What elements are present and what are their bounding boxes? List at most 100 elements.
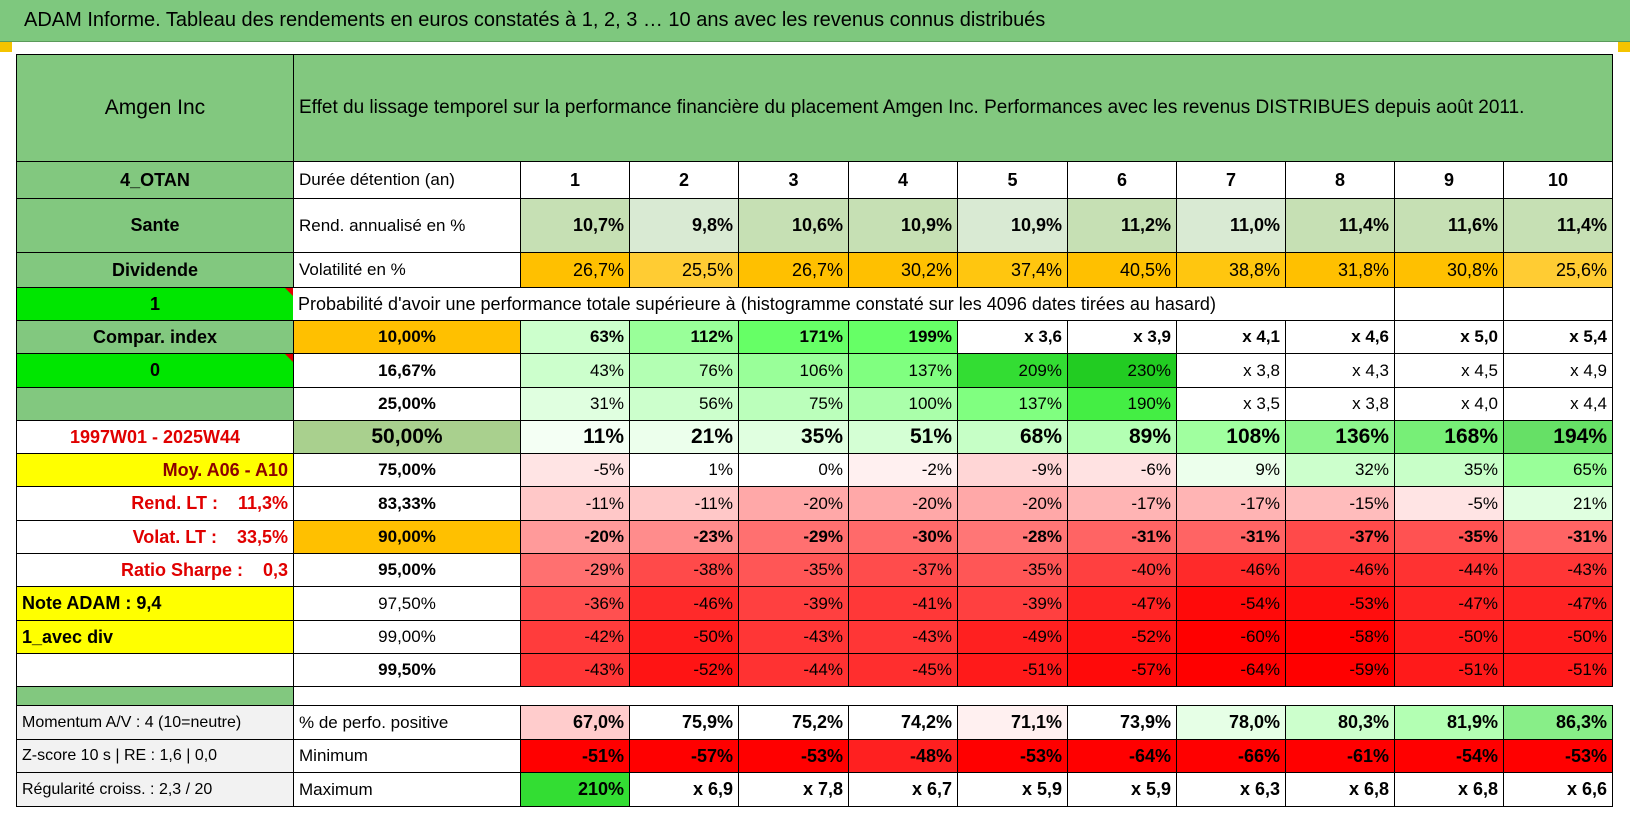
row-label — [16, 387, 294, 421]
row-label: Rend. LT : 11,3% — [16, 486, 294, 521]
value-cell: 209% — [957, 353, 1068, 388]
value-cell: -23% — [629, 520, 739, 554]
value-cell: x 7,8 — [738, 772, 849, 807]
value-cell: 1 — [520, 161, 630, 199]
row-name: Minimum — [293, 739, 521, 773]
value-cell: 0% — [738, 453, 849, 487]
value-cell: 190% — [1067, 387, 1177, 421]
row-name: 50,00% — [293, 420, 521, 454]
value-cell: 30,2% — [848, 252, 958, 288]
value-cell: -30% — [848, 520, 958, 554]
value-cell: x 6,6 — [1503, 772, 1613, 807]
value-cell: 137% — [957, 387, 1068, 421]
row-name: Volatilité en % — [293, 252, 521, 288]
row-label: Compar. index — [16, 320, 294, 354]
value-cell: -31% — [1067, 520, 1177, 554]
value-cell: 76% — [629, 353, 739, 388]
value-cell: 106% — [738, 353, 849, 388]
value-cell: -43% — [848, 620, 958, 654]
row-label: 1 — [16, 287, 294, 321]
row-name: 90,00% — [293, 520, 521, 554]
value-cell: -52% — [629, 653, 739, 687]
value-cell: 71,1% — [957, 705, 1068, 740]
value-cell: -60% — [1176, 620, 1286, 654]
row-name: 97,50% — [293, 586, 521, 621]
value-cell: 38,8% — [1176, 252, 1286, 288]
value-cell: 37,4% — [957, 252, 1068, 288]
row-name: 99,50% — [293, 653, 521, 687]
value-cell: -9% — [957, 453, 1068, 487]
value-cell: -35% — [1394, 520, 1504, 554]
value-cell: -20% — [848, 486, 958, 521]
value-cell: -64% — [1067, 739, 1177, 773]
value-cell: -51% — [520, 739, 630, 773]
value-cell: -5% — [1394, 486, 1504, 521]
value-cell: x 4,5 — [1394, 353, 1504, 388]
value-cell: -29% — [738, 520, 849, 554]
value-cell: x 6,7 — [848, 772, 958, 807]
value-cell: 11,2% — [1067, 198, 1177, 253]
value-cell: x 5,4 — [1503, 320, 1613, 354]
value-cell: -41% — [848, 586, 958, 621]
value-cell: 108% — [1176, 420, 1286, 454]
value-cell: -38% — [629, 553, 739, 587]
value-cell: x 6,8 — [1285, 772, 1395, 807]
row-label: Dividende — [16, 252, 294, 288]
row-label: Volat. LT : 33,5% — [16, 520, 294, 554]
value-cell: -28% — [957, 520, 1068, 554]
value-cell: -39% — [738, 586, 849, 621]
value-cell: x 5,0 — [1394, 320, 1504, 354]
value-cell: -57% — [629, 739, 739, 773]
value-cell: 65% — [1503, 453, 1613, 487]
value-cell: 81,9% — [1394, 705, 1504, 740]
value-cell: 11,4% — [1285, 198, 1395, 253]
value-cell: 32% — [1285, 453, 1395, 487]
value-cell: -47% — [1394, 586, 1504, 621]
value-cell: 26,7% — [738, 252, 849, 288]
empty-cell — [1503, 287, 1613, 321]
value-cell: x 3,8 — [1176, 353, 1286, 388]
value-cell: -66% — [1176, 739, 1286, 773]
value-cell: -50% — [629, 620, 739, 654]
value-cell: -54% — [1394, 739, 1504, 773]
value-cell: -61% — [1285, 739, 1395, 773]
row-name: 25,00% — [293, 387, 521, 421]
value-cell: x 3,8 — [1285, 387, 1395, 421]
value-cell: -51% — [1394, 653, 1504, 687]
value-cell: 26,7% — [520, 252, 630, 288]
value-cell: 30,8% — [1394, 252, 1504, 288]
value-cell: -31% — [1176, 520, 1286, 554]
value-cell: -45% — [848, 653, 958, 687]
value-cell: 56% — [629, 387, 739, 421]
value-cell: x 6,3 — [1176, 772, 1286, 807]
value-cell: -37% — [848, 553, 958, 587]
row-label: Momentum A/V : 4 (10=neutre) — [16, 705, 294, 740]
value-cell: -20% — [957, 486, 1068, 521]
value-cell: 3 — [738, 161, 849, 199]
value-cell: x 4,9 — [1503, 353, 1613, 388]
value-cell: -64% — [1176, 653, 1286, 687]
value-cell: -6% — [1067, 453, 1177, 487]
value-cell: 10,6% — [738, 198, 849, 253]
value-cell: -31% — [1503, 520, 1613, 554]
value-cell: 210% — [520, 772, 630, 807]
value-cell: -40% — [1067, 553, 1177, 587]
value-cell: 35% — [738, 420, 849, 454]
value-cell: -20% — [520, 520, 630, 554]
row-name: Rend. annualisé en % — [293, 198, 521, 253]
value-cell: x 5,9 — [957, 772, 1068, 807]
value-cell: -11% — [629, 486, 739, 521]
value-cell: 67,0% — [520, 705, 630, 740]
value-cell: -42% — [520, 620, 630, 654]
value-cell: x 4,6 — [1285, 320, 1395, 354]
value-cell: x 3,6 — [957, 320, 1068, 354]
value-cell: 100% — [848, 387, 958, 421]
value-cell: -48% — [848, 739, 958, 773]
value-cell: 73,9% — [1067, 705, 1177, 740]
corner-mark — [1618, 42, 1630, 52]
value-cell: -47% — [1067, 586, 1177, 621]
comment-marker — [285, 288, 293, 296]
value-cell: -37% — [1285, 520, 1395, 554]
value-cell: 75% — [738, 387, 849, 421]
